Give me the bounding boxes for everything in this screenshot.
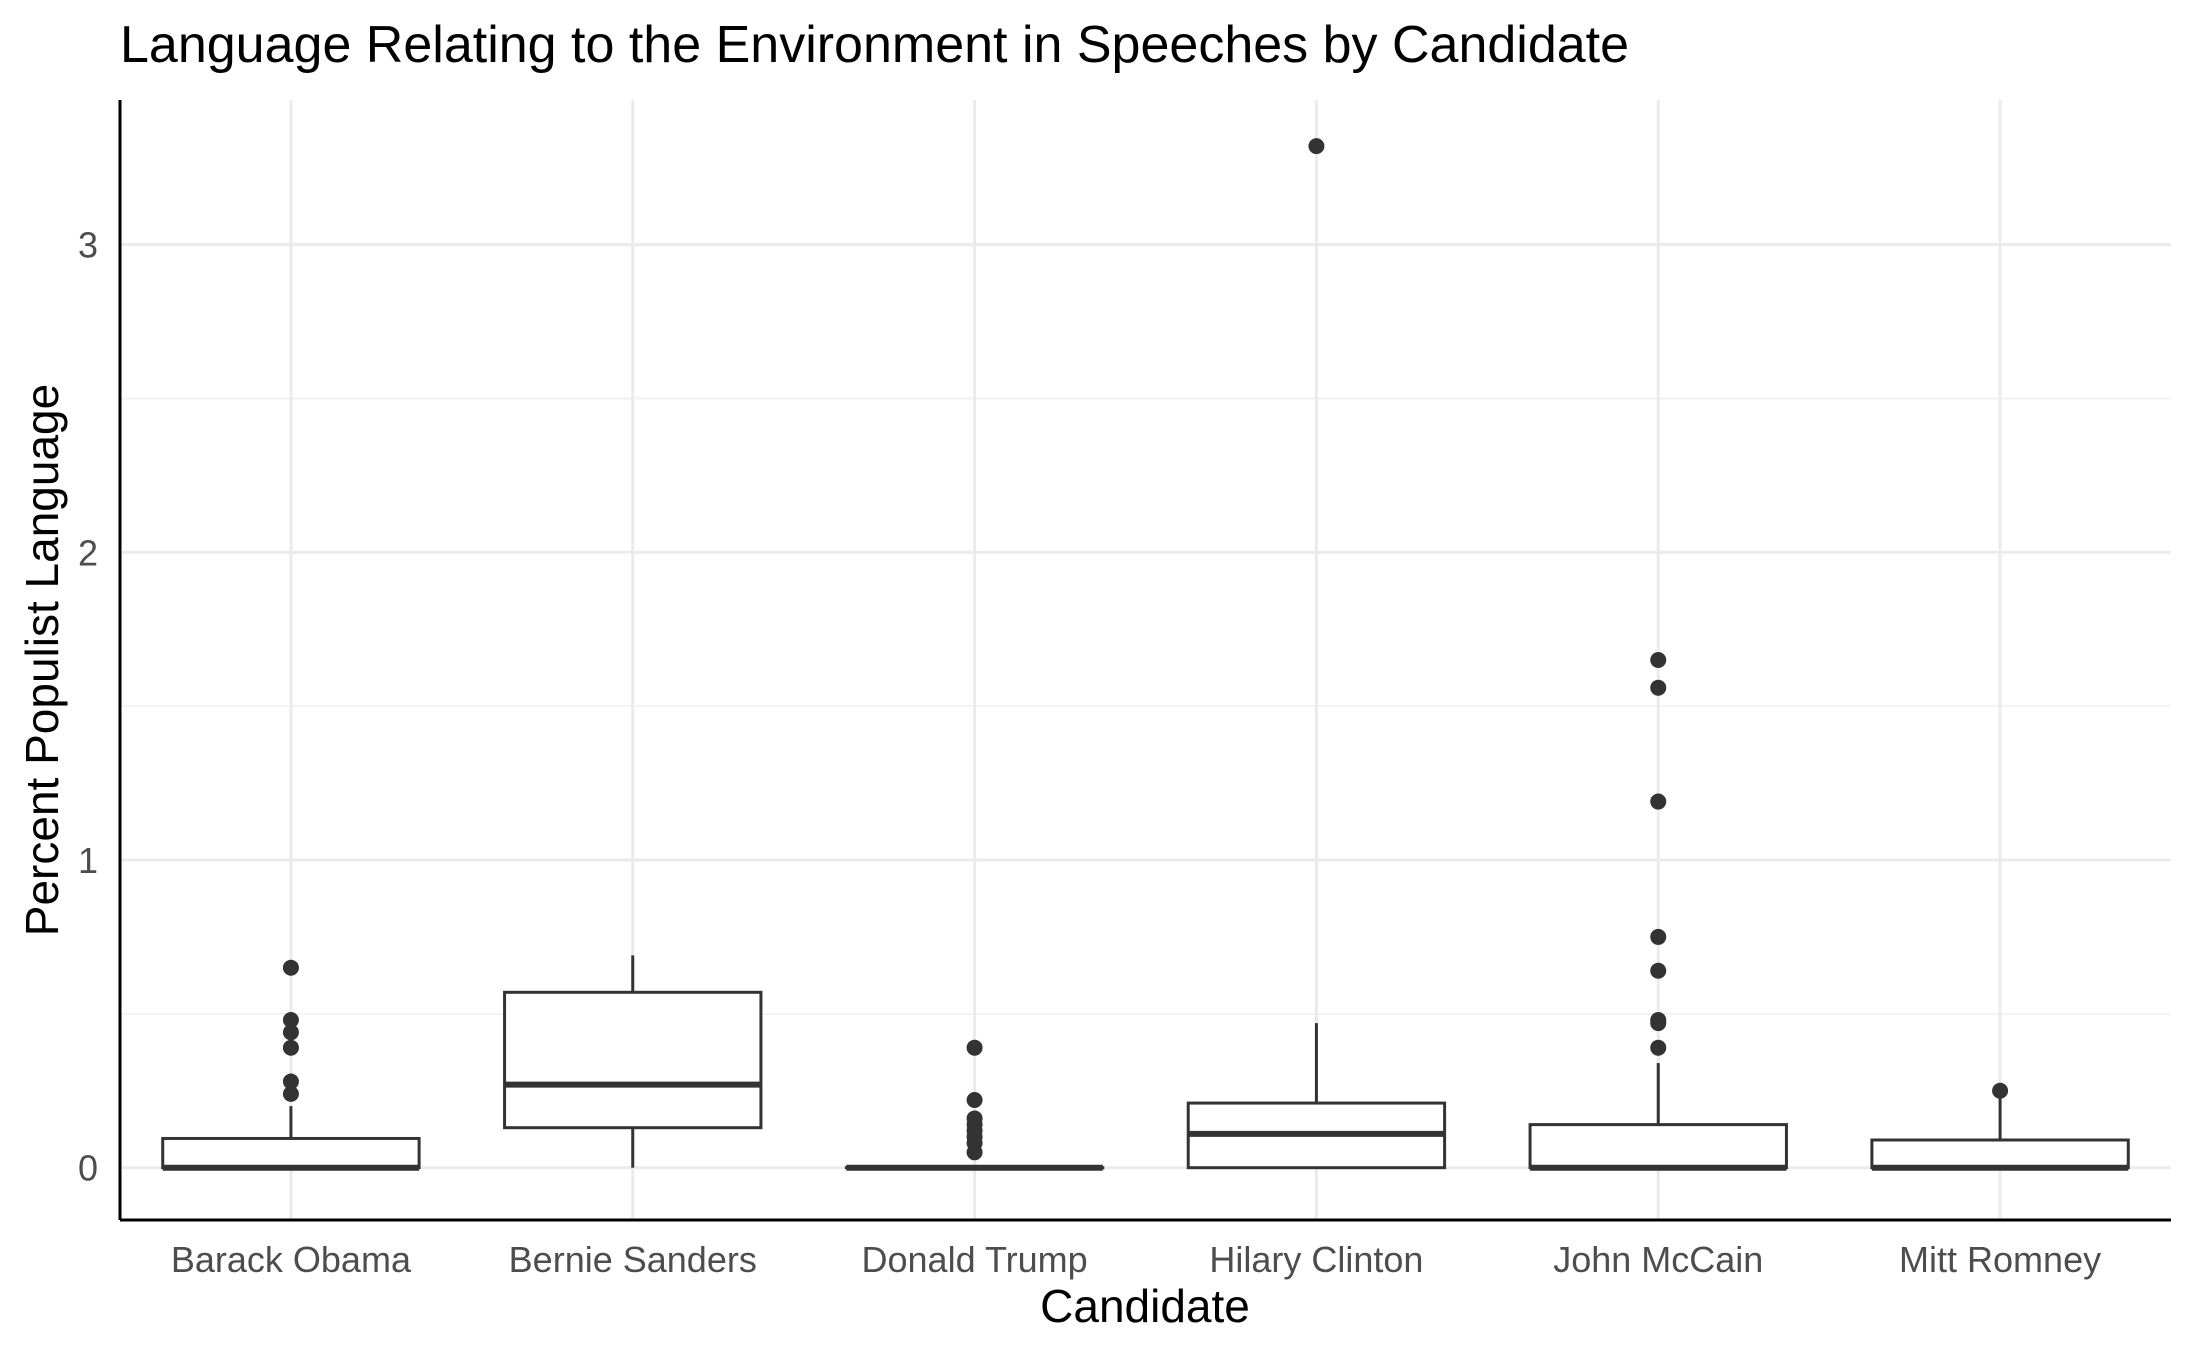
iqr-box bbox=[1528, 1123, 1788, 1170]
x-tick-label: Bernie Sanders bbox=[509, 1239, 757, 1280]
outlier-point bbox=[966, 1144, 983, 1161]
x-tick-labels: Barack Obama Bernie Sanders Donald Trump Hi… bbox=[171, 1239, 2101, 1280]
outlier-point bbox=[282, 1012, 299, 1028]
outlier-point bbox=[282, 1085, 299, 1102]
iqr-box bbox=[1870, 1138, 2130, 1170]
y-tick-label: 1 bbox=[78, 840, 98, 881]
outlier-point bbox=[1308, 138, 1325, 155]
gridlines bbox=[120, 100, 2171, 1220]
outlier-point bbox=[282, 959, 299, 976]
outlier-point bbox=[1650, 962, 1667, 979]
outlier-point bbox=[1650, 1015, 1667, 1032]
outlier-point bbox=[282, 1039, 299, 1056]
x-tick-label: Barack Obama bbox=[171, 1239, 412, 1280]
outlier-point bbox=[966, 1039, 983, 1056]
box-barack-obama bbox=[161, 959, 421, 1171]
outlier-point bbox=[1650, 652, 1667, 668]
y-tick-labels: 0 1 2 3 bbox=[78, 225, 98, 1189]
outlier-point bbox=[1650, 793, 1667, 810]
x-tick-label: Hilary Clinton bbox=[1209, 1239, 1423, 1280]
chart-title: Language Relating to the Environment in … bbox=[120, 16, 1629, 74]
outlier-point bbox=[1650, 1039, 1667, 1056]
y-tick-label: 0 bbox=[78, 1148, 98, 1189]
boxes bbox=[161, 138, 2130, 1171]
outlier-point bbox=[282, 1024, 299, 1041]
outlier-point bbox=[282, 1073, 299, 1090]
y-axis-title: Percent Populist Language bbox=[16, 384, 68, 936]
x-tick-label: John McCain bbox=[1553, 1239, 1763, 1280]
x-axis-title: Candidate bbox=[1040, 1280, 1250, 1332]
box-hilary-clinton bbox=[1186, 138, 1447, 1170]
box-donald-trump bbox=[844, 1039, 1105, 1171]
x-tick-label: Mitt Romney bbox=[1899, 1239, 2101, 1280]
box-john-mccain bbox=[1528, 652, 1788, 1171]
outlier-point bbox=[1650, 928, 1667, 945]
iqr-box bbox=[503, 990, 763, 1130]
y-tick-label: 2 bbox=[78, 532, 98, 573]
x-tick-label: Donald Trump bbox=[862, 1239, 1088, 1280]
outlier-point bbox=[966, 1092, 983, 1108]
outlier-point bbox=[1992, 1082, 2009, 1099]
y-tick-label: 3 bbox=[78, 225, 98, 266]
outlier-point bbox=[1650, 679, 1667, 696]
iqr-box bbox=[161, 1136, 421, 1170]
box-bernie-sanders bbox=[503, 955, 763, 1168]
box-mitt-romney bbox=[1870, 1082, 2130, 1171]
